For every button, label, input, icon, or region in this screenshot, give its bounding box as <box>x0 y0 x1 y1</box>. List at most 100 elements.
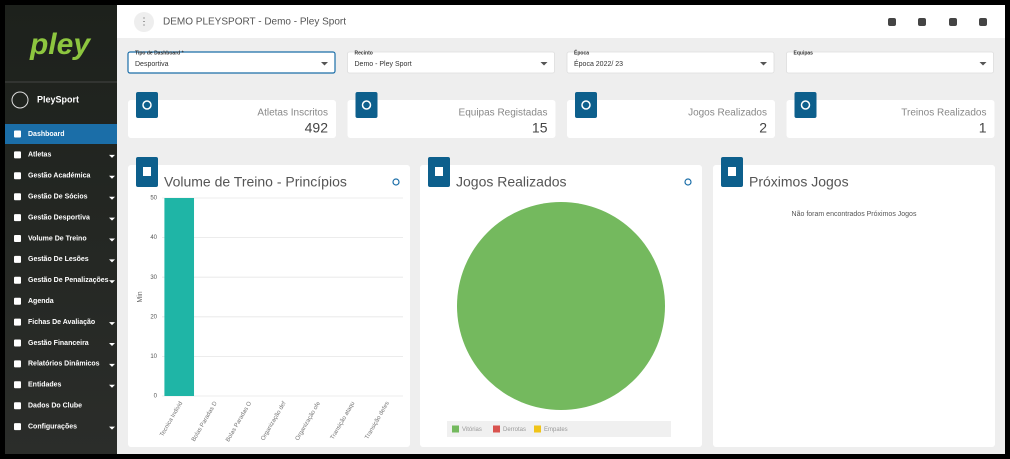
card-icon-glyph <box>435 167 443 176</box>
menu-icon <box>14 235 21 242</box>
menu-arrow <box>109 238 115 242</box>
stat-card <box>567 100 775 138</box>
logo: pley <box>29 28 91 61</box>
stat-icon-glyph <box>361 100 372 110</box>
y-axis-label: Min <box>137 291 144 302</box>
menu-active <box>5 124 117 144</box>
card-title: Jogos Realizados <box>456 174 567 190</box>
header-icon[interactable] <box>949 18 957 26</box>
header-icon[interactable] <box>979 18 987 26</box>
reload-icon[interactable] <box>684 178 692 186</box>
menu-icon <box>14 214 21 222</box>
filter-field[interactable] <box>127 51 336 74</box>
menu-item[interactable]: Configurações <box>28 423 77 430</box>
menu-item[interactable]: Agenda <box>28 298 54 305</box>
filter-field[interactable] <box>566 51 775 74</box>
filter-label: Recinto <box>355 50 373 56</box>
menu-icon <box>14 151 21 159</box>
stat-card <box>128 100 336 138</box>
stat-label: Equipas Registadas <box>459 108 548 119</box>
menu-item[interactable]: Gestão De Penalizações <box>28 277 109 284</box>
filter-value: Desportiva <box>135 61 169 68</box>
legend-label: Empates <box>544 427 568 433</box>
menu-icon <box>14 318 21 326</box>
legend-box <box>447 421 671 437</box>
menu-item[interactable]: Gestão Financeira <box>28 340 89 347</box>
stat-value: 2 <box>759 120 767 136</box>
menu-item[interactable]: Entidades <box>28 382 62 389</box>
pie-slice <box>457 202 665 410</box>
y-tick-label: 40 <box>150 235 157 241</box>
y-tick-label: 10 <box>150 354 157 360</box>
menu-arrow <box>109 175 115 179</box>
card-title: Próximos Jogos <box>749 174 849 190</box>
stat-icon-glyph <box>581 100 591 110</box>
menu-item[interactable]: Gestão De Sócios <box>28 194 88 201</box>
menu-icon <box>14 276 21 284</box>
header <box>117 5 1005 38</box>
legend-label: Derrotas <box>503 427 526 433</box>
menu-item[interactable]: Gestão Desportiva <box>28 214 90 221</box>
stat-label: Atletas Inscritos <box>257 108 328 119</box>
y-tick-label: 50 <box>150 196 157 202</box>
menu-icon <box>14 255 21 263</box>
header-icon[interactable] <box>888 18 896 26</box>
menu-icon <box>14 130 21 138</box>
menu-arrow <box>109 384 115 388</box>
menu-item[interactable]: Gestão De Lesões <box>28 256 89 263</box>
menu-arrow <box>109 217 115 221</box>
menu-icon <box>14 381 21 389</box>
filter-arrow <box>979 62 987 66</box>
filter-arrow <box>760 62 767 66</box>
menu-icon <box>14 423 21 431</box>
menu-arrow <box>109 322 115 326</box>
menu-icon <box>14 402 21 410</box>
card-icon-glyph <box>143 167 151 176</box>
stat-value: 1 <box>979 120 987 136</box>
menu-item[interactable]: Relatórios Dinâmicos <box>28 361 100 368</box>
menu-icon <box>14 360 21 368</box>
legend-label: Vitórias <box>462 427 482 433</box>
stat-value: 15 <box>532 120 548 136</box>
menu-arrow <box>109 154 115 158</box>
menu-dots: ⋮ <box>139 17 149 28</box>
stat-icon-glyph <box>800 100 811 110</box>
filter-value: Época 2022/ 23 <box>574 59 623 68</box>
menu-button[interactable] <box>134 12 154 32</box>
menu-item[interactable]: Dashboard <box>28 131 65 138</box>
legend-swatch <box>452 425 459 433</box>
y-tick-label: 20 <box>150 314 157 320</box>
empty-message: Não foram encontrados Próximos Jogos <box>792 211 917 218</box>
menu-icon <box>14 339 21 347</box>
menu-item[interactable]: Volume De Treino <box>28 235 87 242</box>
stat-icon <box>575 92 597 118</box>
header-icon[interactable] <box>918 18 926 26</box>
menu-item[interactable]: Dados Do Clube <box>28 403 82 410</box>
filter-field[interactable] <box>786 51 994 74</box>
card-icon-glyph <box>728 167 736 176</box>
stat-value: 492 <box>305 120 329 136</box>
stat-label: Jogos Realizados <box>688 108 767 119</box>
menu-item[interactable]: Atletas <box>28 152 51 159</box>
reload-icon[interactable] <box>392 178 400 186</box>
filter-field[interactable] <box>347 51 555 74</box>
card-title: Volume de Treino - Princípios <box>164 174 347 190</box>
stat-icon <box>794 92 817 118</box>
header-title: DEMO PLEYSPORT - Demo - Pley Sport <box>163 17 346 28</box>
filter-label: Equipas <box>794 50 814 56</box>
menu-arrow <box>109 363 115 367</box>
sidebar <box>5 5 117 454</box>
user-name: PleySport <box>37 94 79 104</box>
user-avatar <box>11 91 29 109</box>
filter-label: Época <box>574 48 589 56</box>
menu-arrow <box>109 196 115 200</box>
filter-arrow <box>540 62 548 66</box>
y-tick-label: 0 <box>154 394 158 400</box>
filter-arrow <box>321 62 328 66</box>
legend-swatch <box>534 425 541 433</box>
menu-item[interactable]: Fichas De Avaliação <box>28 319 95 326</box>
menu-item[interactable]: Gestão Académica <box>28 173 90 180</box>
menu-icon <box>14 172 21 180</box>
